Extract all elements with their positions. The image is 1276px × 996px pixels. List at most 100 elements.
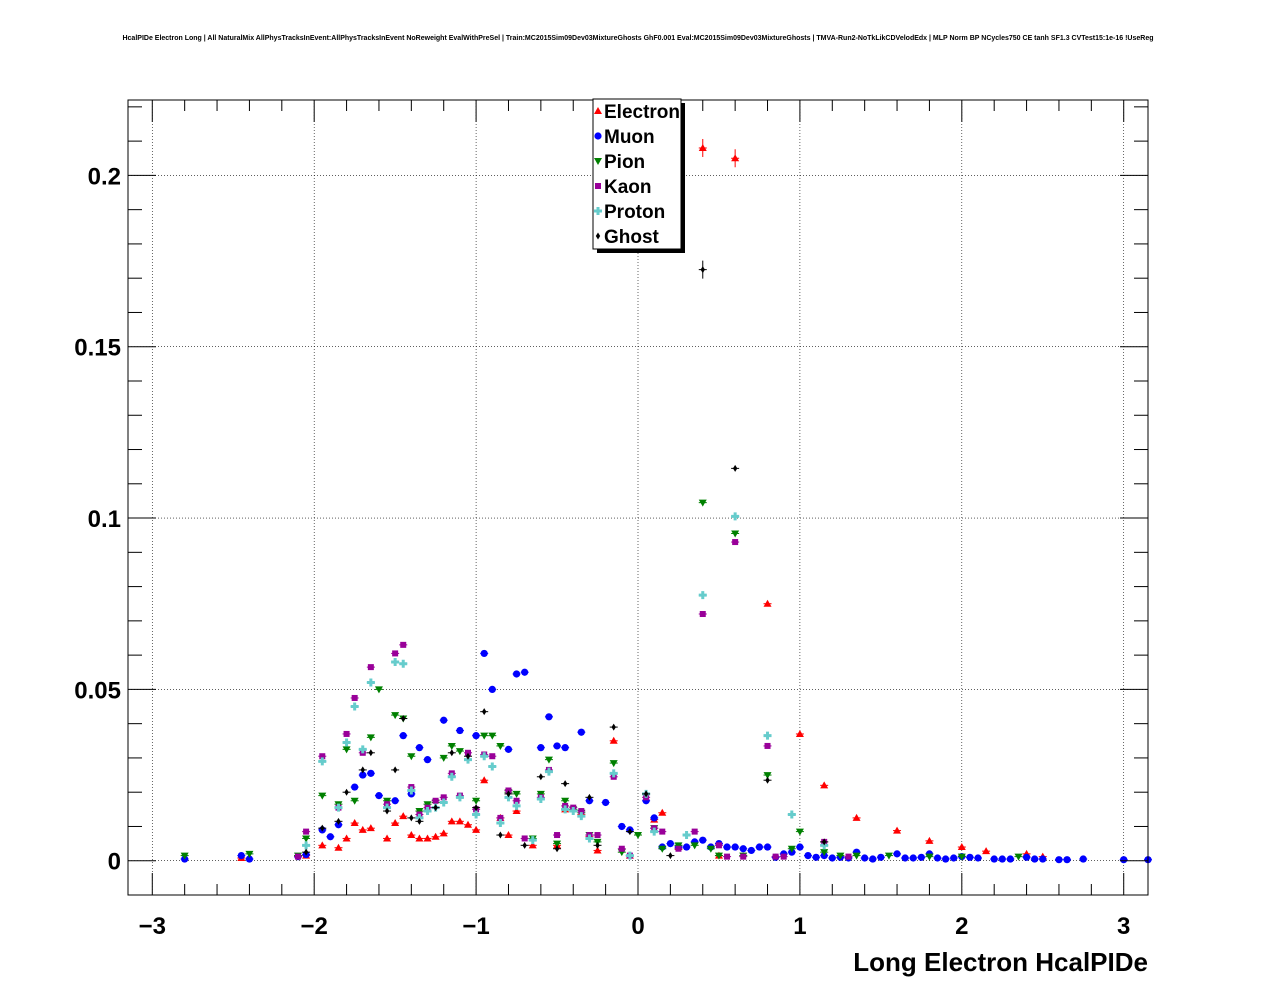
- data-point-pion: [180, 852, 189, 860]
- legend-marker-pion: [594, 158, 602, 165]
- data-point-ghost: [401, 715, 406, 723]
- data-point-ghost: [554, 845, 560, 853]
- data-point-proton: [455, 793, 464, 802]
- data-point-muon: [440, 716, 448, 724]
- data-point-kaon: [440, 794, 447, 801]
- data-point-electron: [763, 599, 772, 607]
- data-point-electron: [795, 729, 804, 737]
- data-point-electron: [820, 781, 829, 789]
- data-point-proton: [334, 803, 343, 812]
- data-point-muon: [739, 845, 747, 853]
- data-point-proton: [472, 810, 481, 819]
- data-point-electron: [512, 807, 521, 815]
- series-pion: [180, 499, 1023, 861]
- data-point-kaon: [659, 828, 666, 835]
- data-point-kaon: [772, 853, 779, 860]
- data-point-kaon: [497, 814, 504, 821]
- data-point-proton: [399, 659, 408, 668]
- data-point-proton: [536, 795, 545, 804]
- y-tick-label: 0.05: [74, 677, 121, 704]
- data-point-muon: [650, 814, 658, 822]
- data-point-electron: [455, 817, 464, 825]
- data-point-muon: [909, 854, 917, 862]
- data-point-proton: [698, 591, 707, 600]
- data-point-pion: [634, 832, 642, 840]
- data-point-muon: [326, 833, 334, 841]
- data-point-electron: [415, 834, 424, 842]
- y-tick-label: 0.15: [74, 335, 121, 362]
- data-point-electron: [358, 825, 367, 833]
- legend-marker-electron: [594, 107, 602, 114]
- data-point-proton: [302, 841, 311, 850]
- data-point-kaon: [699, 611, 706, 618]
- data-point-ghost: [360, 766, 365, 774]
- data-point-pion: [544, 756, 553, 764]
- data-point-muon: [796, 843, 804, 851]
- data-point-muon: [917, 853, 925, 861]
- data-point-muon: [1055, 856, 1063, 864]
- data-point-kaon: [675, 845, 682, 852]
- legend-marker-kaon: [595, 183, 601, 189]
- data-point-proton: [763, 731, 772, 740]
- series-ghost: [302, 260, 829, 860]
- data-point-muon: [423, 756, 432, 764]
- data-point-muon: [472, 732, 480, 740]
- data-point-ghost: [368, 749, 374, 757]
- data-point-pion: [925, 853, 934, 861]
- x-axis-label: Long Electron HcalPIDe: [853, 947, 1148, 977]
- data-point-muon: [488, 685, 496, 693]
- data-point-pion: [1014, 853, 1023, 861]
- data-point-proton: [650, 827, 659, 836]
- data-point-kaon: [845, 853, 852, 860]
- data-point-ghost: [765, 776, 770, 784]
- x-tick-label: 0: [631, 913, 644, 940]
- data-point-pion: [302, 835, 311, 843]
- data-point-proton: [439, 798, 448, 807]
- y-tick-label: 0.1: [88, 506, 121, 533]
- data-point-pion: [512, 790, 521, 798]
- data-point-muon: [812, 853, 820, 861]
- data-point-muon: [512, 670, 521, 678]
- data-point-ghost: [538, 773, 544, 781]
- data-point-electron: [528, 841, 537, 849]
- data-point-pion: [658, 845, 667, 853]
- data-point-proton: [447, 772, 456, 781]
- data-point-electron: [504, 831, 513, 839]
- data-point-ghost: [303, 848, 309, 856]
- data-point-electron: [472, 825, 481, 833]
- data-point-ghost: [506, 790, 511, 798]
- data-point-muon: [828, 854, 836, 862]
- data-point-muon: [869, 855, 877, 863]
- data-point-muon: [553, 742, 561, 750]
- data-point-muon: [699, 836, 707, 844]
- legend-marker-ghost: [595, 232, 601, 240]
- data-point-muon: [537, 744, 545, 752]
- data-point-ghost: [498, 831, 503, 839]
- data-point-kaon: [780, 853, 787, 860]
- data-point-pion: [439, 754, 448, 762]
- data-point-pion: [706, 845, 715, 853]
- data-point-electron: [893, 826, 902, 834]
- data-point-electron: [334, 843, 343, 851]
- data-point-proton: [544, 767, 553, 776]
- data-point-muon: [1120, 856, 1128, 864]
- data-point-ghost: [668, 852, 673, 860]
- data-point-electron: [366, 824, 375, 832]
- data-point-muon: [804, 851, 812, 860]
- data-point-ghost: [409, 814, 414, 822]
- legend-label-pion: Pion: [604, 152, 645, 173]
- data-point-kaon: [513, 797, 520, 804]
- data-point-kaon: [432, 797, 439, 804]
- data-point-pion: [488, 732, 497, 740]
- data-point-pion: [714, 852, 723, 860]
- data-point-kaon: [303, 828, 310, 835]
- data-point-proton: [366, 678, 375, 687]
- data-point-muon: [998, 855, 1006, 863]
- data-point-muon: [415, 744, 424, 752]
- data-point-pion: [787, 845, 796, 853]
- data-point-proton: [342, 738, 351, 747]
- data-point-pion: [731, 530, 740, 538]
- data-point-kaon: [351, 694, 358, 701]
- data-point-ghost: [384, 807, 390, 815]
- data-point-electron: [982, 847, 991, 855]
